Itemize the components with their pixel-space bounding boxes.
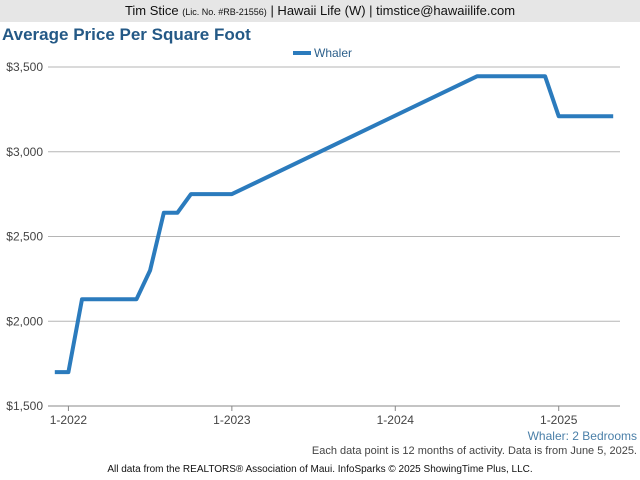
agent-contact: | Hawaii Life (W) | timstice@hawaiilife.… xyxy=(270,3,516,18)
header-bar: Tim Stice (Lic. No. #RB-21556) | Hawaii … xyxy=(0,0,640,22)
series-line-whaler xyxy=(54,74,614,375)
x-tick-label: 1-2025 xyxy=(540,413,578,427)
chart-title: Average Price Per Square Foot xyxy=(2,25,251,44)
y-tick-label: $3,500 xyxy=(6,60,43,74)
legend-label: Whaler xyxy=(314,46,352,60)
chart-subtitle: Whaler: 2 Bedrooms xyxy=(528,429,637,443)
data-credit: All data from the REALTORS® Association … xyxy=(107,464,533,475)
footnote: Each data point is 12 months of activity… xyxy=(311,445,637,457)
y-tick-label: $1,500 xyxy=(6,399,43,413)
y-tick-label: $3,000 xyxy=(6,145,43,159)
x-tick-label: 1-2022 xyxy=(50,413,88,427)
y-tick-label: $2,500 xyxy=(6,230,43,244)
x-tick-label: 1-2023 xyxy=(213,413,251,427)
agent-name: Tim Stice xyxy=(124,3,179,18)
y-tick-label: $2,000 xyxy=(6,314,43,328)
license-number: (Lic. No. #RB-21556) xyxy=(182,7,267,17)
x-tick-label: 1-2024 xyxy=(377,413,415,427)
